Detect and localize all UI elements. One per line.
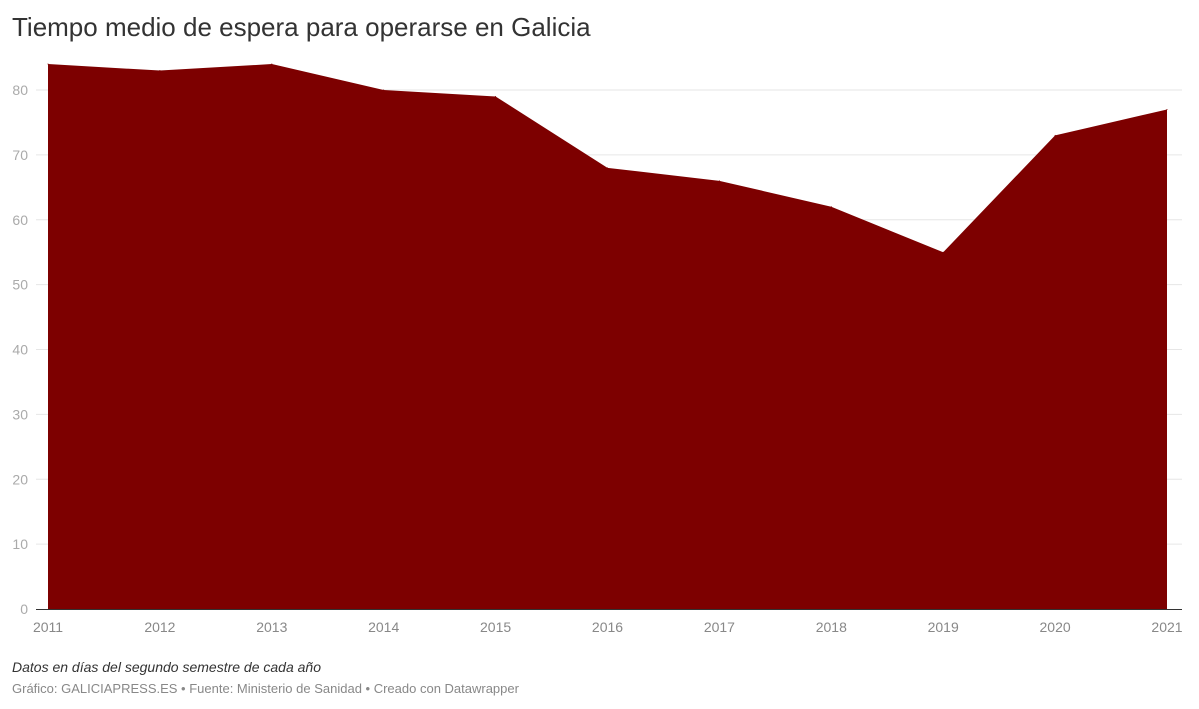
- data-point: [718, 180, 720, 182]
- data-point: [47, 63, 49, 65]
- x-tick-label: 2020: [1040, 619, 1071, 635]
- data-point: [830, 206, 832, 208]
- chart-title: Tiempo medio de espera para operarse en …: [12, 12, 591, 42]
- x-tick-label: 2018: [816, 619, 847, 635]
- data-point: [607, 167, 608, 169]
- area-series: [48, 64, 1167, 610]
- data-point: [383, 89, 385, 91]
- y-tick-label: 80: [12, 82, 28, 98]
- data-point: [159, 70, 161, 72]
- y-tick-label: 0: [20, 601, 28, 617]
- data-point: [1166, 108, 1168, 110]
- x-tick-label: 2014: [368, 619, 399, 635]
- x-tick-label: 2012: [144, 619, 175, 635]
- data-point: [1054, 134, 1056, 136]
- y-tick-label: 20: [12, 471, 28, 487]
- chart-byline: Gráfico: GALICIAPRESS.ES • Fuente: Minis…: [12, 681, 519, 696]
- y-tick-label: 40: [12, 342, 28, 358]
- chart-notes: Datos en días del segundo semestre de ca…: [12, 659, 321, 675]
- y-tick-label: 70: [12, 147, 28, 163]
- x-tick-label: 2019: [928, 619, 959, 635]
- x-tick-label: 2013: [256, 619, 287, 635]
- x-tick-label: 2015: [480, 619, 511, 635]
- data-point: [942, 251, 944, 253]
- x-tick-label: 2011: [33, 619, 63, 635]
- data-point: [495, 95, 497, 97]
- y-tick-label: 10: [12, 536, 28, 552]
- y-tick-label: 60: [12, 212, 28, 228]
- x-tick-label: 2017: [704, 619, 735, 635]
- x-tick-label: 2021: [1151, 619, 1182, 635]
- y-tick-label: 30: [12, 406, 28, 422]
- x-tick-label: 2016: [592, 619, 623, 635]
- data-point: [271, 63, 273, 65]
- y-tick-label: 50: [12, 277, 28, 293]
- area-chart: 0 10 20 30 40 50 60 70 80 2011 2012 2013 2014 2015 201…: [12, 63, 1183, 635]
